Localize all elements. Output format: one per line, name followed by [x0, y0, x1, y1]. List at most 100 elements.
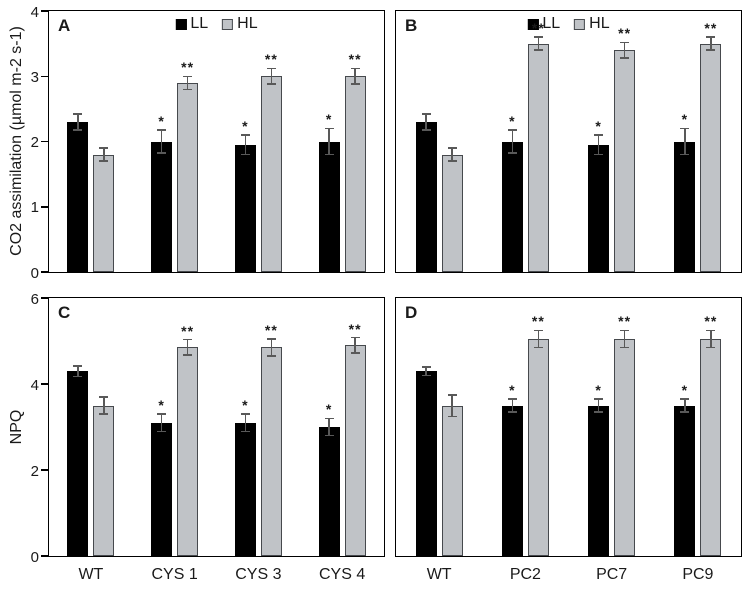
error-bar-cap	[447, 147, 457, 149]
error-bar-line	[597, 399, 600, 412]
error-bar-cap	[350, 83, 360, 85]
error-bar-cap	[240, 134, 250, 136]
significance-marker: *	[595, 382, 602, 399]
significance-marker: *	[242, 117, 249, 134]
error-bar-cap	[680, 398, 690, 400]
y-axis-tick-label: 6	[30, 290, 39, 308]
error-bar-cap	[183, 88, 193, 91]
significance-marker: **	[531, 313, 545, 330]
error-bar-line	[270, 338, 273, 357]
y-axis-tick	[40, 469, 48, 471]
significance-marker: **	[704, 20, 718, 37]
y-axis-tick	[40, 271, 48, 273]
error-bar-cap	[421, 366, 431, 368]
error-bar-line	[160, 129, 163, 154]
error-bar-cap	[706, 49, 716, 51]
bar-hl-cys1	[177, 82, 199, 272]
error-bar-line	[511, 399, 514, 412]
error-bar-cap	[533, 329, 543, 331]
error-bar-cap	[421, 129, 431, 131]
significance-marker: *	[509, 382, 516, 399]
error-bar-cap	[99, 413, 109, 415]
error-bar-line	[270, 68, 273, 85]
error-bar-line	[244, 414, 247, 432]
error-bar-line	[425, 114, 427, 130]
legend: LL HL	[527, 15, 610, 33]
panel-letter-a: A	[58, 16, 71, 35]
y-axis-tick	[40, 10, 48, 12]
error-bar-cap	[680, 127, 690, 130]
x-axis-category-label: PC9	[682, 566, 714, 583]
significance-marker: *	[509, 112, 516, 129]
y-axis-tick	[40, 297, 48, 299]
legend-swatch-hl-icon	[574, 18, 586, 30]
bar-hl-cys3	[260, 347, 282, 556]
error-bar-cap	[680, 153, 690, 156]
bar-hl-pc7	[614, 50, 636, 272]
bar-hl-cys3	[260, 76, 282, 272]
error-bar-cap	[706, 346, 716, 349]
significance-marker: **	[618, 313, 632, 330]
error-bar-cap	[266, 67, 276, 70]
bar-hl-pc9	[700, 338, 722, 556]
y-axis-tick	[40, 206, 48, 208]
error-bar-line	[537, 37, 540, 51]
error-bar-line	[77, 114, 79, 130]
bar-hl-cys4	[344, 76, 366, 272]
error-bar-cap	[266, 83, 276, 85]
significance-marker: *	[325, 401, 333, 418]
error-bar-cap	[240, 430, 250, 433]
error-bar-cap	[620, 57, 630, 59]
error-bar-line	[77, 365, 79, 377]
error-bar-cap	[183, 75, 193, 77]
bar-ll-wt	[67, 121, 89, 272]
y-axis-tick	[40, 75, 48, 77]
significance-marker: **	[181, 59, 195, 76]
error-bar-line	[354, 337, 356, 354]
x-axis-category-label: CYS 1	[151, 566, 198, 583]
error-bar-cap	[594, 398, 604, 400]
y-axis-tick-label: 2	[30, 462, 39, 480]
error-bar-cap	[447, 394, 457, 396]
bar-ll-wt	[415, 121, 437, 272]
x-axis-category-label: WT	[426, 566, 452, 583]
bar-hl-wt	[93, 154, 115, 272]
error-bar-cap	[706, 329, 716, 331]
error-bar-cap	[266, 338, 276, 340]
error-bar-cap	[73, 365, 83, 367]
legend: LL HL	[175, 15, 258, 33]
error-bar-cap	[350, 67, 360, 70]
bar-hl-pc7	[614, 338, 636, 556]
bar-hl-wt	[441, 405, 463, 556]
error-bar-line	[244, 134, 247, 155]
bar-hl-wt	[93, 405, 115, 556]
panel-letter-b: B	[405, 16, 418, 35]
error-bar-cap	[324, 417, 334, 420]
error-bar-cap	[240, 413, 250, 415]
error-bar-cap	[706, 36, 716, 38]
y-axis-tick-label: 2	[30, 134, 39, 151]
error-bar-cap	[73, 375, 83, 377]
error-bar-line	[160, 414, 163, 432]
bar-ll-pc9	[674, 141, 696, 272]
error-bar-line	[186, 339, 189, 356]
error-bar-line	[623, 42, 626, 58]
bar-hl-cys1	[177, 347, 199, 556]
bar-hl-cys4	[344, 345, 366, 556]
bar-ll-cys4	[318, 141, 340, 272]
bar-ll-pc2	[501, 405, 523, 556]
significance-marker: **	[264, 51, 278, 68]
error-bar-cap	[99, 160, 109, 162]
panel-a: A LL HL 0 1 2 3 4 * ** * ** * **	[31, 5, 385, 281]
error-bar-cap	[324, 153, 334, 156]
bar-ll-wt	[67, 371, 89, 556]
error-bar-line	[597, 134, 600, 155]
error-bar-cap	[594, 134, 604, 136]
significance-marker: *	[325, 111, 333, 128]
y-axis-tick-label: 4	[30, 376, 39, 394]
error-bar-cap	[157, 430, 167, 433]
error-bar-cap	[157, 129, 167, 131]
legend-item-hl: HL	[574, 15, 610, 33]
error-bar-cap	[533, 346, 543, 349]
